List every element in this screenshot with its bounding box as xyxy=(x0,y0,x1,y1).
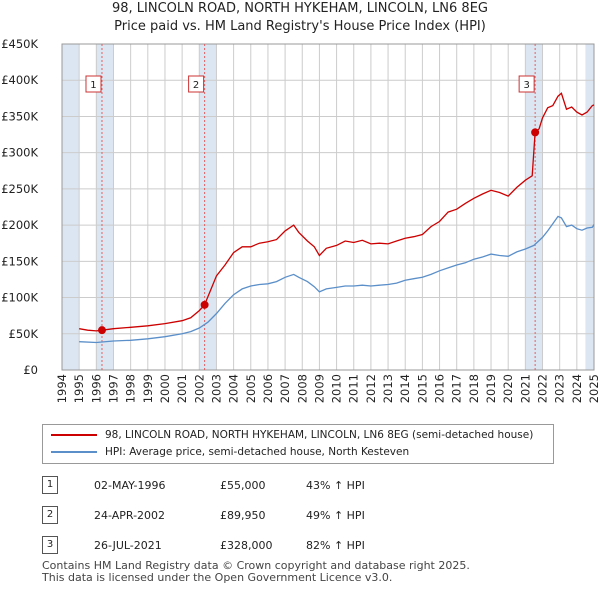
sale-point xyxy=(200,300,209,309)
legend-item-property: 98, LINCOLN ROAD, NORTH HYKEHAM, LINCOLN… xyxy=(51,429,533,441)
sale-point xyxy=(97,326,106,335)
sale-year-shade xyxy=(525,44,543,370)
y-tick-label: £400K xyxy=(1,73,38,87)
y-tick-label: £0 xyxy=(23,363,38,377)
sale-label-box xyxy=(85,75,102,93)
chart-title-line1: 98, LINCOLN ROAD, NORTH HYKEHAM, LINCOLN… xyxy=(112,1,488,16)
sale-date: 26-JUL-2021 xyxy=(94,538,162,552)
sale-number-badge: 3 xyxy=(42,536,58,554)
shaded-region xyxy=(62,44,80,370)
x-tick-label: 2010 xyxy=(330,374,344,403)
x-tick-label: 2017 xyxy=(450,374,464,403)
y-tick-label: £350K xyxy=(1,109,38,123)
x-tick-label: 1999 xyxy=(141,374,155,403)
x-tick-label: 1996 xyxy=(89,374,103,403)
x-tick-label: 2021 xyxy=(518,374,532,403)
x-tick-label: 2001 xyxy=(175,374,189,403)
y-tick-label: £100K xyxy=(1,291,38,305)
footer-line1: Contains HM Land Registry data © Crown c… xyxy=(42,559,470,572)
legend-label-hpi: HPI: Average price, semi-detached house,… xyxy=(105,446,410,458)
shaded-region xyxy=(585,44,594,370)
y-tick-label: £250K xyxy=(1,182,38,196)
x-tick-label: 2005 xyxy=(244,374,258,403)
hpi-line xyxy=(79,215,595,344)
legend-swatch-property xyxy=(51,434,97,436)
sale-hpi-change: 49% ↑ HPI xyxy=(306,508,365,522)
x-tick-label: 2025 xyxy=(587,374,600,403)
x-tick-label: 2000 xyxy=(158,374,172,403)
footer-line2: This data is licensed under the Open Gov… xyxy=(42,571,393,584)
sale-date: 24-APR-2002 xyxy=(94,508,166,522)
x-tick-label: 2004 xyxy=(227,374,241,403)
x-tick-label: 1994 xyxy=(55,374,69,403)
chart-title-line2: Price paid vs. HM Land Registry's House … xyxy=(114,19,486,34)
sale-number-badge: 2 xyxy=(42,506,58,524)
sale-label-number: 3 xyxy=(523,80,529,91)
y-tick-label: £450K xyxy=(1,37,38,51)
y-tick-label: £50K xyxy=(9,327,39,341)
price-chart: £0 £50K £100K £150K £200K £250K £300K £350K £400… xyxy=(1,37,600,403)
x-tick-label: 2007 xyxy=(278,374,292,403)
chart-legend: 98, LINCOLN ROAD, NORTH HYKEHAM, LINCOLN… xyxy=(42,424,554,464)
x-tick-label: 2006 xyxy=(261,374,275,403)
sale-label-box xyxy=(188,75,205,93)
x-tick-label: 2014 xyxy=(398,374,412,403)
x-tick-label: 2022 xyxy=(536,374,550,403)
table-row: 3 26-JUL-2021 £328,000 82% ↑ HPI xyxy=(42,530,365,560)
x-tick-label: 2020 xyxy=(501,374,515,403)
sale-label-number: 2 xyxy=(193,80,199,91)
footer-attribution: Contains HM Land Registry data © Crown c… xyxy=(42,560,470,584)
x-tick-label: 2013 xyxy=(381,374,395,403)
legend-item-hpi: HPI: Average price, semi-detached house,… xyxy=(51,446,409,458)
x-tick-label: 2019 xyxy=(484,374,498,403)
sale-year-shade xyxy=(96,44,114,370)
x-tick-label: 2016 xyxy=(433,374,447,403)
legend-label-property: 98, LINCOLN ROAD, NORTH HYKEHAM, LINCOLN… xyxy=(105,429,534,441)
sale-price: £89,950 xyxy=(220,508,266,522)
x-tick-label: 2002 xyxy=(192,374,206,403)
x-tick-label: 1997 xyxy=(106,374,120,403)
x-tick-label: 2009 xyxy=(312,374,326,403)
sale-point xyxy=(531,128,540,137)
y-tick-label: £300K xyxy=(1,146,38,160)
x-tick-label: 2012 xyxy=(364,374,378,403)
y-tick-label: £150K xyxy=(1,254,38,268)
y-tick-label: £200K xyxy=(1,218,38,232)
plot-border xyxy=(61,43,595,371)
sales-table: 1 02-MAY-1996 £55,000 43% ↑ HPI 2 24-APR… xyxy=(42,470,365,560)
sale-year-shade xyxy=(199,44,217,370)
x-tick-label: 2018 xyxy=(467,374,481,403)
sale-label-number: 1 xyxy=(90,80,96,91)
x-tick-label: 2008 xyxy=(295,374,309,403)
x-tick-label: 2023 xyxy=(553,374,567,403)
sale-number-badge: 1 xyxy=(42,476,58,494)
x-tick-label: 2015 xyxy=(415,374,429,403)
sale-hpi-change: 82% ↑ HPI xyxy=(306,538,365,552)
sale-hpi-change: 43% ↑ HPI xyxy=(306,478,365,492)
sale-price: £55,000 xyxy=(220,478,266,492)
legend-swatch-hpi xyxy=(51,451,97,453)
x-tick-label: 1995 xyxy=(72,374,86,403)
x-tick-label: 2024 xyxy=(570,374,584,403)
sale-date: 02-MAY-1996 xyxy=(94,478,166,492)
sale-label-box xyxy=(518,75,535,93)
x-tick-label: 2011 xyxy=(347,374,361,403)
x-tick-label: 1998 xyxy=(124,374,138,403)
table-row: 1 02-MAY-1996 £55,000 43% ↑ HPI xyxy=(42,470,365,500)
sale-price: £328,000 xyxy=(220,538,273,552)
table-row: 2 24-APR-2002 £89,950 49% ↑ HPI xyxy=(42,500,365,530)
x-tick-label: 2003 xyxy=(209,374,223,403)
